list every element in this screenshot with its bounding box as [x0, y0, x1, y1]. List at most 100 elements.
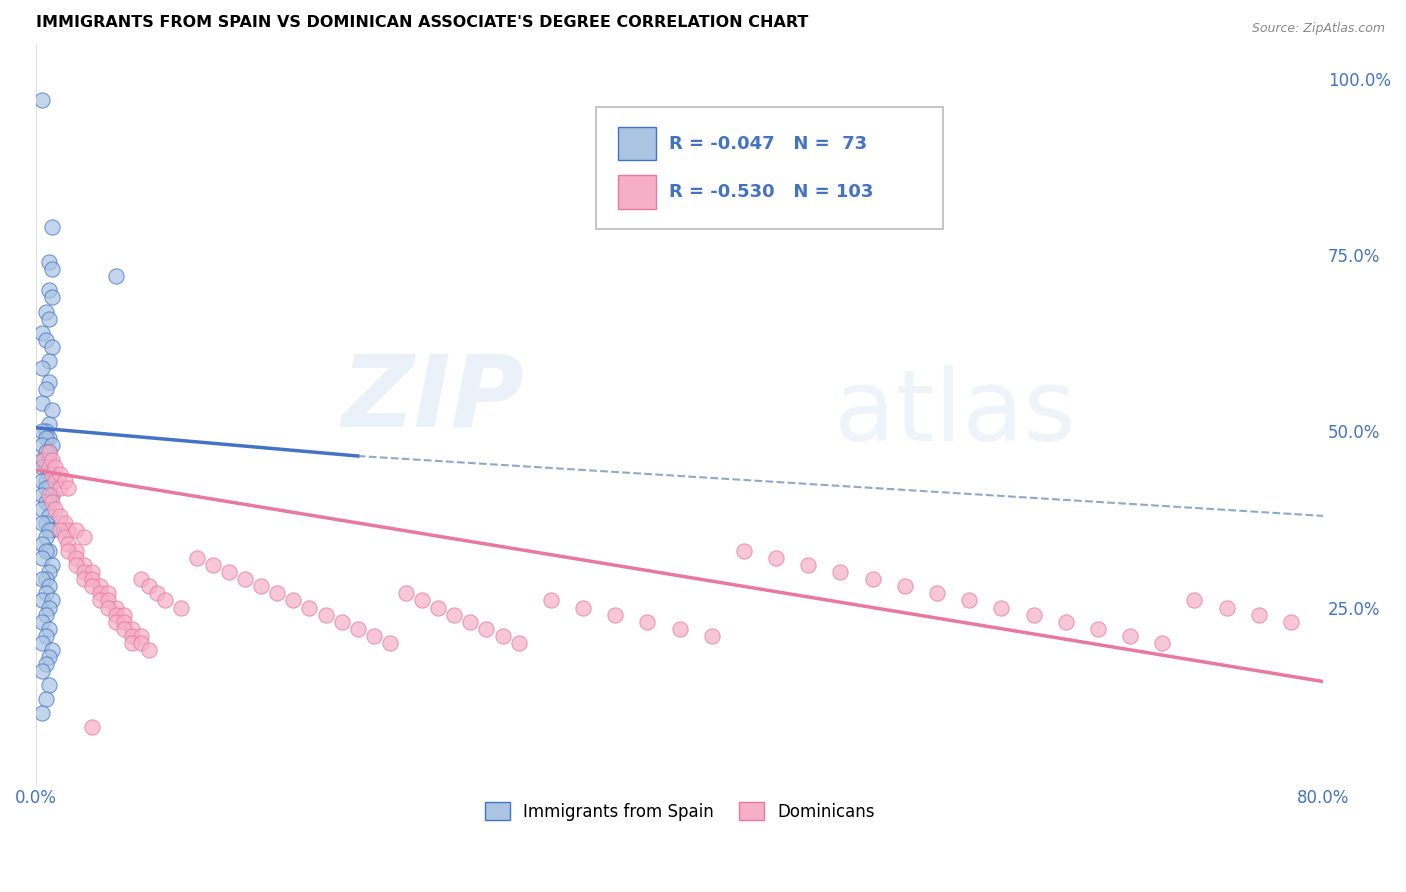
Point	[44, 459, 66, 474]
Point	[38, 459, 60, 474]
Point	[138, 642, 160, 657]
Point	[31, 360, 53, 375]
Point	[38, 375, 60, 389]
Point	[636, 615, 658, 629]
Point	[41, 642, 63, 657]
Point	[1119, 629, 1142, 643]
Point	[38, 508, 60, 523]
Point	[427, 600, 450, 615]
Point	[41, 467, 63, 481]
Point	[395, 586, 418, 600]
Point	[38, 445, 60, 459]
Point	[41, 219, 63, 234]
Point	[89, 579, 111, 593]
Point	[31, 706, 53, 721]
Point	[41, 403, 63, 417]
Point	[733, 544, 755, 558]
Point	[114, 615, 136, 629]
Point	[41, 558, 63, 573]
Point	[41, 452, 63, 467]
Point	[411, 593, 433, 607]
Point	[1054, 615, 1077, 629]
Point	[31, 572, 53, 586]
Point	[1184, 593, 1206, 607]
Point	[283, 593, 305, 607]
Point	[894, 579, 917, 593]
FancyBboxPatch shape	[617, 127, 657, 160]
Point	[73, 572, 96, 586]
Point	[97, 586, 120, 600]
Point	[1152, 636, 1174, 650]
Point	[298, 600, 321, 615]
Point	[34, 481, 56, 495]
Point	[56, 544, 79, 558]
Point	[31, 551, 53, 566]
Point	[38, 354, 60, 368]
Point	[34, 431, 56, 445]
Point	[31, 474, 53, 488]
Point	[38, 488, 60, 502]
Point	[38, 417, 60, 432]
Point	[38, 678, 60, 692]
Point	[201, 558, 224, 573]
Point	[65, 523, 87, 537]
Point	[862, 572, 884, 586]
Point	[34, 692, 56, 706]
Point	[49, 523, 72, 537]
Point	[443, 607, 465, 622]
Point	[233, 572, 256, 586]
Point	[41, 340, 63, 354]
Point	[129, 572, 152, 586]
Point	[73, 530, 96, 544]
Point	[31, 516, 53, 530]
Point	[121, 629, 143, 643]
Point	[38, 523, 60, 537]
Point	[31, 636, 53, 650]
Point	[38, 431, 60, 445]
Point	[31, 615, 53, 629]
Point	[1087, 622, 1109, 636]
Point	[82, 572, 104, 586]
Point	[38, 600, 60, 615]
Point	[53, 474, 76, 488]
Point	[31, 488, 53, 502]
Point	[129, 629, 152, 643]
Point	[1215, 600, 1237, 615]
Text: atlas: atlas	[834, 365, 1076, 462]
Point	[129, 636, 152, 650]
Point	[218, 566, 240, 580]
Point	[41, 495, 63, 509]
Point	[121, 636, 143, 650]
Point	[53, 516, 76, 530]
Point	[31, 326, 53, 340]
Point	[89, 586, 111, 600]
Point	[89, 593, 111, 607]
Point	[65, 544, 87, 558]
Point	[990, 600, 1012, 615]
Point	[315, 607, 337, 622]
Point	[1247, 607, 1270, 622]
Point	[31, 438, 53, 452]
Point	[668, 622, 690, 636]
Point	[34, 425, 56, 439]
FancyBboxPatch shape	[596, 106, 943, 228]
Point	[105, 615, 128, 629]
Point	[41, 467, 63, 481]
Point	[38, 445, 60, 459]
Point	[38, 255, 60, 269]
Point	[34, 657, 56, 671]
Point	[38, 452, 60, 467]
Point	[378, 636, 401, 650]
Point	[97, 593, 120, 607]
Point	[82, 579, 104, 593]
Point	[491, 629, 513, 643]
Point	[41, 593, 63, 607]
Text: R = -0.530   N = 103: R = -0.530 N = 103	[669, 184, 873, 202]
Point	[31, 501, 53, 516]
Point	[65, 551, 87, 566]
Point	[540, 593, 562, 607]
Point	[34, 516, 56, 530]
Point	[34, 495, 56, 509]
Point	[38, 311, 60, 326]
Point	[56, 481, 79, 495]
